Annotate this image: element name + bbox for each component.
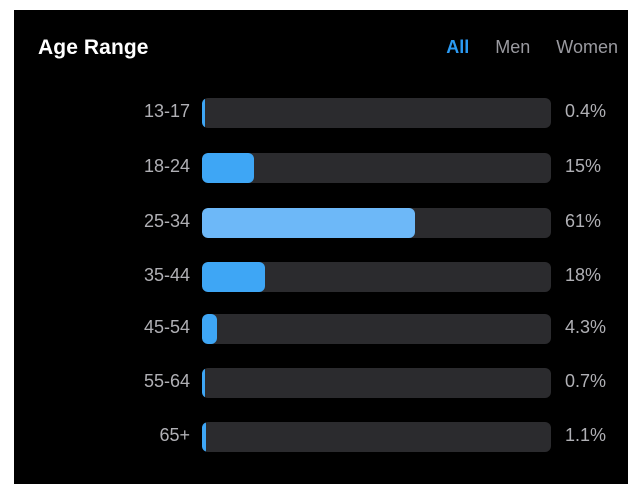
card-title: Age Range [38, 36, 149, 59]
bar-fill [202, 98, 205, 128]
age-row-18-24: 18-24 15% [14, 153, 628, 183]
bar-track [202, 153, 551, 183]
card-header: Age Range All Men Women [14, 10, 628, 86]
bar-fill [202, 422, 206, 452]
bar-track [202, 98, 551, 128]
tab-men[interactable]: Men [495, 37, 531, 57]
percentage-value: 0.7% [565, 371, 607, 391]
age-range-label: 18-24 [143, 156, 190, 176]
bar-fill [202, 208, 415, 238]
age-range-card: Age Range All Men Women 13-17 0.4% 18-24… [14, 10, 628, 484]
percentage-value: 15% [565, 156, 602, 176]
age-range-label: 35-44 [143, 265, 190, 285]
bar-fill [202, 368, 205, 398]
bar-track [202, 314, 551, 344]
age-row-45-54: 45-54 4.3% [14, 314, 628, 344]
bar-track [202, 422, 551, 452]
age-range-label: 55-64 [143, 371, 190, 391]
bar-fill [202, 314, 217, 344]
age-row-35-44: 35-44 18% [14, 262, 628, 292]
bar-track [202, 262, 551, 292]
age-row-13-17: 13-17 0.4% [14, 98, 628, 128]
age-row-55-64: 55-64 0.7% [14, 368, 628, 398]
tab-women[interactable]: Women [556, 37, 618, 57]
bar-track [202, 368, 551, 398]
percentage-value: 0.4% [565, 101, 607, 121]
percentage-value: 4.3% [565, 317, 607, 337]
age-row-65-plus: 65+ 1.1% [14, 422, 628, 452]
bar-fill [202, 262, 265, 292]
percentage-value: 1.1% [565, 425, 607, 445]
age-range-label: 25-34 [143, 211, 190, 231]
bar-track [202, 208, 551, 238]
age-row-25-34: 25-34 61% [14, 208, 628, 238]
bar-fill [202, 153, 254, 183]
age-range-label: 45-54 [143, 317, 190, 337]
age-range-label: 65+ [159, 425, 190, 445]
gender-filter-tabs: All Men Women [420, 37, 618, 58]
tab-all[interactable]: All [446, 37, 470, 57]
percentage-value: 61% [565, 211, 602, 231]
age-range-label: 13-17 [143, 101, 190, 121]
percentage-value: 18% [565, 265, 602, 285]
